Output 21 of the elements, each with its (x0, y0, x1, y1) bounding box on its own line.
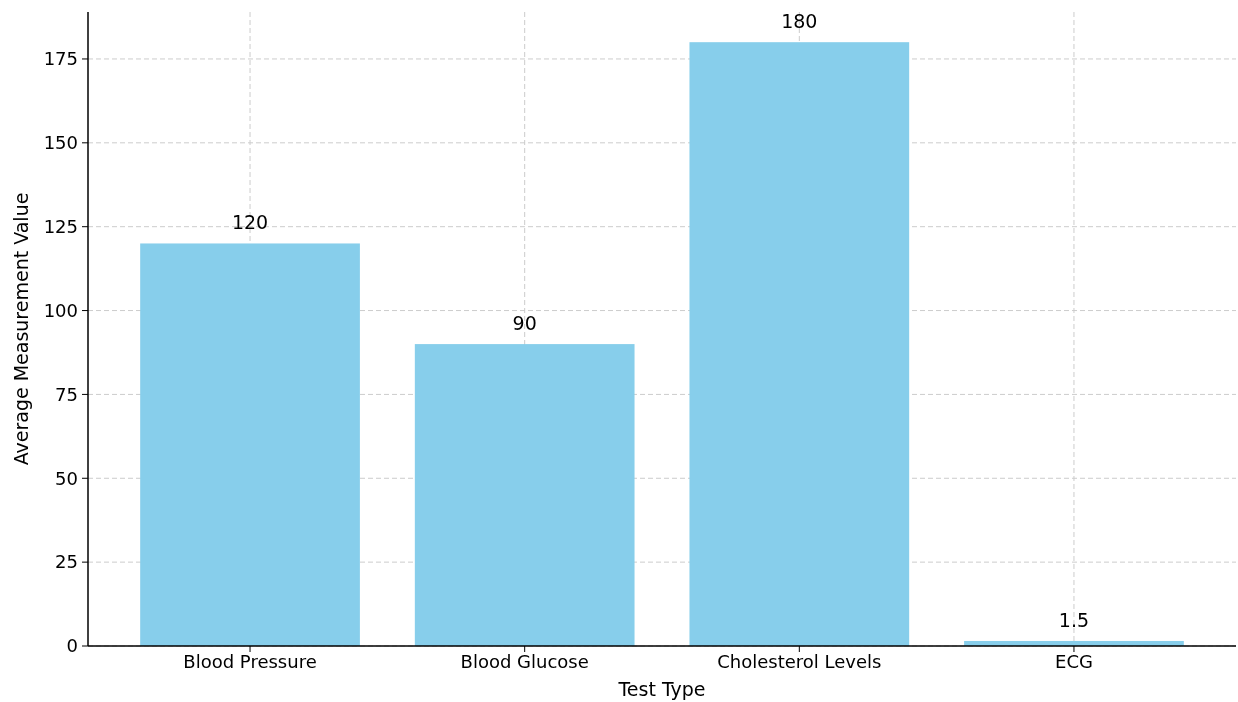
data-label: 1.5 (1058, 608, 1090, 631)
data-label: 90 (512, 312, 537, 335)
x-tick-label: Cholesterol Levels (717, 651, 882, 672)
x-tick-label: Blood Glucose (460, 651, 589, 672)
y-tick-label: 50 (55, 467, 78, 489)
y-tick-label: 125 (43, 215, 78, 237)
data-label: 120 (231, 211, 269, 234)
x-tick-label: ECG (1055, 651, 1093, 672)
x-axis-title: Test Type (617, 678, 706, 700)
y-tick-label: 75 (55, 383, 78, 405)
y-tick-label: 25 (55, 551, 78, 573)
y-tick-label: 100 (43, 299, 78, 321)
y-tick-label: 0 (66, 635, 78, 657)
data-label: 180 (781, 10, 818, 33)
y-tick-label: 150 (43, 132, 78, 154)
bar (140, 243, 360, 646)
x-tick-label: Blood Pressure (183, 651, 317, 672)
y-axis-title: Average Measurement Value (10, 192, 32, 466)
bar (689, 42, 910, 646)
y-tick-label: 175 (43, 48, 78, 70)
bar (414, 344, 635, 646)
